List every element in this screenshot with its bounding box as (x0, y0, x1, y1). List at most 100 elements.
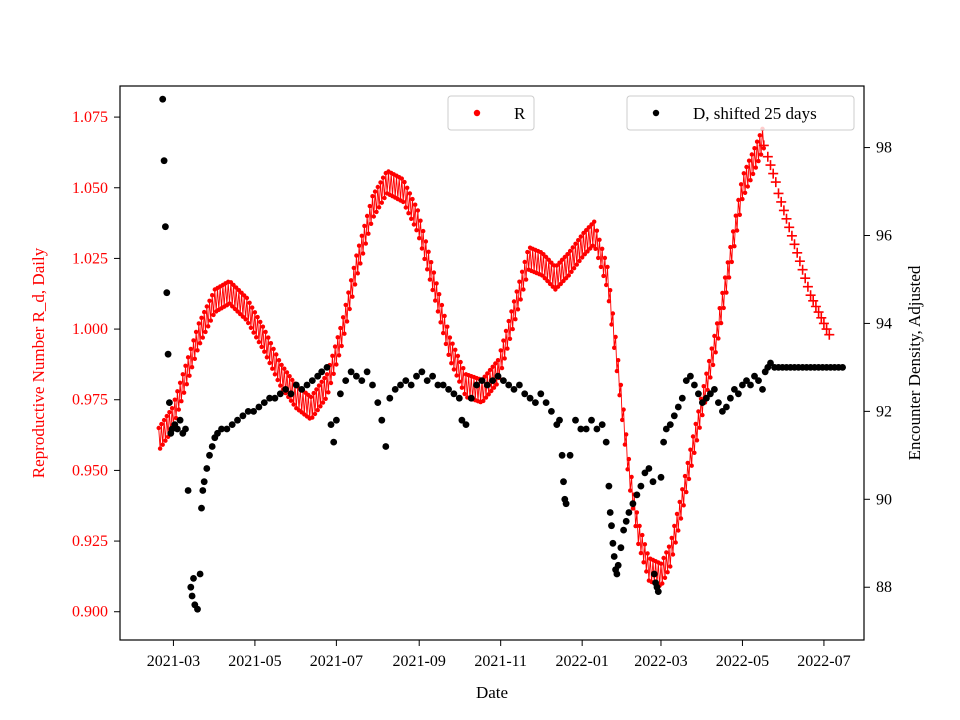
r-point (640, 532, 645, 538)
d-point (330, 438, 338, 446)
r-point (576, 238, 581, 243)
r-point (745, 184, 750, 189)
r-point (577, 258, 582, 264)
r-point (197, 341, 203, 346)
d-point (614, 561, 622, 569)
r-point (344, 319, 350, 324)
d-point (735, 390, 742, 398)
r-point (565, 252, 570, 257)
legend-d-label: D, shifted 25 days (693, 104, 817, 123)
r-point (712, 333, 717, 339)
r-projection-point (776, 196, 787, 207)
y-left-tick-label: 1.025 (72, 250, 108, 267)
r-point (207, 298, 212, 303)
d-point (727, 394, 734, 402)
r-projection-point (805, 290, 816, 301)
r-point (188, 346, 193, 352)
r-point (662, 575, 668, 580)
d-point (739, 381, 746, 389)
x-axis: 2021-03 2021-05 2021-07 2021-09 2021-11 2022-… (147, 640, 851, 670)
r-point (430, 287, 435, 293)
r-point (584, 228, 589, 233)
r-point (319, 379, 324, 384)
r-point (342, 331, 347, 336)
r-point (684, 489, 689, 495)
r-point (258, 319, 263, 325)
d-point (298, 386, 306, 393)
r-point (525, 249, 530, 255)
r-point (754, 139, 760, 144)
d-point (494, 372, 502, 380)
d-point (588, 416, 595, 424)
r-point (678, 516, 684, 521)
d-point (532, 399, 539, 406)
d-point (250, 408, 257, 415)
r-point (419, 246, 425, 251)
r-point (562, 254, 567, 260)
r-point (328, 380, 334, 386)
r-point (737, 212, 742, 217)
r-point (598, 264, 604, 270)
x-tick-label: 2021-11 (474, 653, 527, 670)
d-point (276, 390, 284, 398)
r-point (423, 239, 429, 244)
r-point (730, 229, 736, 234)
r-point (332, 344, 338, 349)
r-point (461, 366, 466, 371)
r-point (427, 277, 433, 282)
r-point (161, 417, 167, 423)
r-point (630, 506, 636, 511)
r-point (243, 317, 248, 322)
r-point (347, 306, 352, 312)
d-point (266, 394, 273, 402)
r-point (259, 344, 264, 350)
r-projection-point (824, 329, 835, 340)
d-point (572, 416, 579, 424)
d-point (695, 390, 702, 398)
r-point (608, 288, 613, 293)
d-point (190, 575, 197, 582)
r-point (399, 176, 404, 181)
r-point (418, 218, 423, 223)
r-point (376, 205, 382, 210)
r-point (320, 400, 326, 405)
r-point (248, 325, 254, 330)
d-point (548, 408, 555, 415)
r-point (514, 289, 519, 294)
r-point (736, 197, 741, 203)
r-point (602, 255, 608, 261)
x-tick-label: 2021-07 (310, 653, 363, 670)
r-point (433, 298, 438, 303)
r-point (263, 329, 268, 335)
r-point (462, 391, 467, 397)
r-point (588, 246, 593, 251)
d-point (369, 381, 376, 389)
d-point (234, 416, 241, 424)
r-point (231, 282, 236, 288)
r-point (336, 353, 342, 358)
r-projection-point (818, 318, 829, 329)
r-point (279, 362, 284, 368)
r-point (414, 228, 419, 233)
r-point (192, 356, 197, 361)
r-point (439, 302, 445, 308)
r-point (724, 290, 729, 295)
r-point (458, 359, 463, 365)
d-point (198, 504, 205, 512)
r-point (677, 499, 682, 505)
r-point (227, 301, 232, 306)
r-point (495, 358, 501, 363)
r-point (686, 476, 692, 482)
r-point (196, 321, 201, 326)
x-tick-label: 2021-09 (393, 653, 446, 670)
d-point (645, 465, 653, 472)
r-point (507, 336, 513, 341)
x-tick-label: 2021-05 (228, 653, 281, 670)
d-point (434, 381, 442, 389)
d-point (314, 372, 322, 380)
r-point (713, 350, 718, 355)
r-point (758, 152, 764, 157)
d-point (203, 465, 211, 472)
d-point (617, 544, 625, 552)
